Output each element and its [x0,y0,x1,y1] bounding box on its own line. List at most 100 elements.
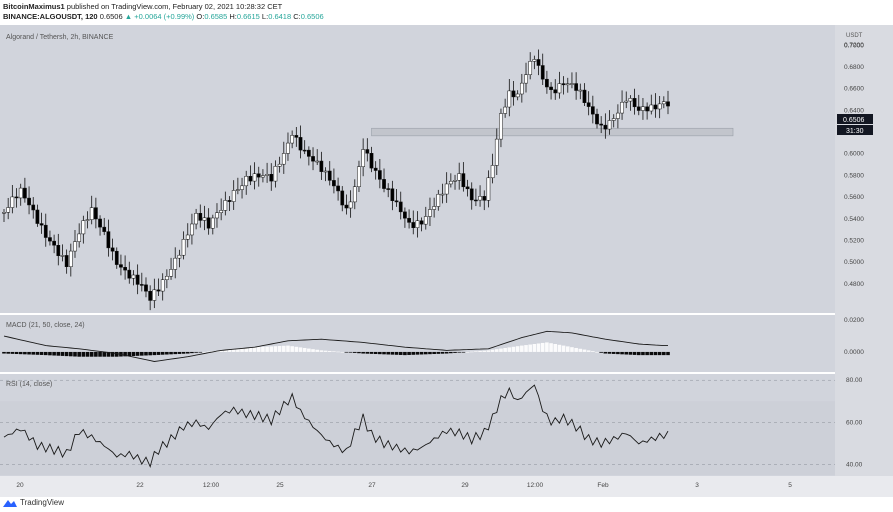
candle-body [600,124,603,125]
rsi-tick-label: 40.00 [846,461,863,468]
candle-body [182,239,185,255]
candle-body [595,114,598,124]
candle-body [625,101,628,102]
trading-chart[interactable]: 0.4800 0.5000 0.5200 0.5400 0.5600 0.5800 0.60… [0,25,893,497]
candle-body [286,143,289,153]
candle-body [478,196,481,200]
macd-histogram-bar [457,352,461,353]
candle-body [549,87,552,90]
candle-body [324,171,327,172]
macd-histogram-bar [324,351,328,352]
candle-body [545,79,548,87]
candle-body [178,255,181,258]
candle-body [90,208,93,220]
macd-histogram-bar [203,352,207,353]
macd-histogram-bar [545,342,549,352]
time-tick-label: 5 [788,482,792,489]
candle-body [278,164,281,166]
macd-histogram-bar [90,352,94,357]
candle-body [161,280,164,291]
candle-body [73,242,76,251]
macd-histogram-bar [524,345,528,352]
macd-histogram-bar [190,352,194,353]
macd-histogram-bar [165,352,169,355]
candle-body [357,167,360,187]
macd-histogram-bar [23,352,27,354]
ohlc-line: BINANCE:ALGOUSDT, 120 0.6506 ▲ +0.0064 (… [3,12,703,22]
candle-body [332,180,335,186]
candle-body [466,187,469,189]
macd-histogram-bar [428,352,432,354]
candle-body [282,153,285,164]
candle-body [295,135,298,137]
candle-body [36,210,39,224]
candle-body [224,200,227,210]
price-tick-label: 0.5600 [844,194,864,201]
macd-histogram-bar [328,351,332,352]
macd-tick-label: 0.0200 [844,317,864,324]
macd-histogram-bar [420,352,424,355]
candle-body [291,135,294,143]
candle-body [474,200,477,201]
candle-body [533,59,536,61]
candle-body [132,275,135,278]
footer-brand[interactable]: TradingView [20,498,64,507]
candle-body [349,202,352,208]
candle-body [483,196,486,200]
macd-histogram-bar [140,352,144,356]
high-value: 0.6615 [237,12,260,21]
candle-body [253,174,256,181]
macd-histogram-bar [553,344,557,352]
published-text: published on TradingView.com, February 0… [67,2,282,11]
candle-body [437,194,440,206]
macd-histogram-bar [86,352,90,357]
macd-histogram-bar [132,352,136,356]
candle-body [395,201,398,202]
macd-histogram-bar [182,352,186,354]
macd-tick-label: 0.0000 [844,349,864,356]
macd-histogram-bar [178,352,182,354]
publisher-name[interactable]: BitcoinMaximus1 [3,2,65,11]
time-tick-label: Feb [597,482,609,489]
candle-body [587,103,590,107]
candle-body [61,255,64,256]
top-tick-label: 0.7200 [844,42,864,49]
publish-line: BitcoinMaximus1 published on TradingView… [3,2,703,12]
candle-body [575,84,578,91]
candle-body [165,276,168,279]
close-value: 0.6506 [301,12,324,21]
macd-histogram-bar [115,352,119,357]
time-tick-label: 27 [368,482,376,489]
price-value: 0.6506 [100,12,123,21]
macd-histogram-bar [482,351,486,352]
candle-body [524,75,527,83]
macd-histogram-bar [98,352,102,357]
macd-histogram-bar [148,352,152,355]
macd-histogram-bar [641,352,645,355]
support-zone [371,128,733,136]
macd-histogram-bar [340,352,344,353]
macd-histogram-bar [620,352,624,354]
macd-histogram-bar [583,350,587,352]
candle-body [562,84,565,85]
candle-body [199,213,202,220]
macd-histogram-bar [61,352,65,356]
macd-pane-title: MACD (21, 50, close, 24) [6,322,85,329]
price-unit-label: USDT [846,33,863,39]
macd-histogram-bar [336,352,340,353]
macd-histogram-bar [495,349,499,352]
candle-body [407,218,410,222]
candle-body [608,120,611,129]
macd-histogram-bar [649,352,653,355]
candle-body [32,205,35,210]
candle-body [491,165,494,177]
macd-histogram-bar [194,352,198,353]
macd-histogram-bar [449,352,453,353]
candle-body [662,102,665,104]
macd-histogram-bar [52,352,56,356]
candle-body [453,180,456,181]
macd-histogram-bar [253,347,257,352]
candle-body [316,161,319,162]
candle-body [633,98,636,106]
macd-histogram-bar [361,352,365,354]
